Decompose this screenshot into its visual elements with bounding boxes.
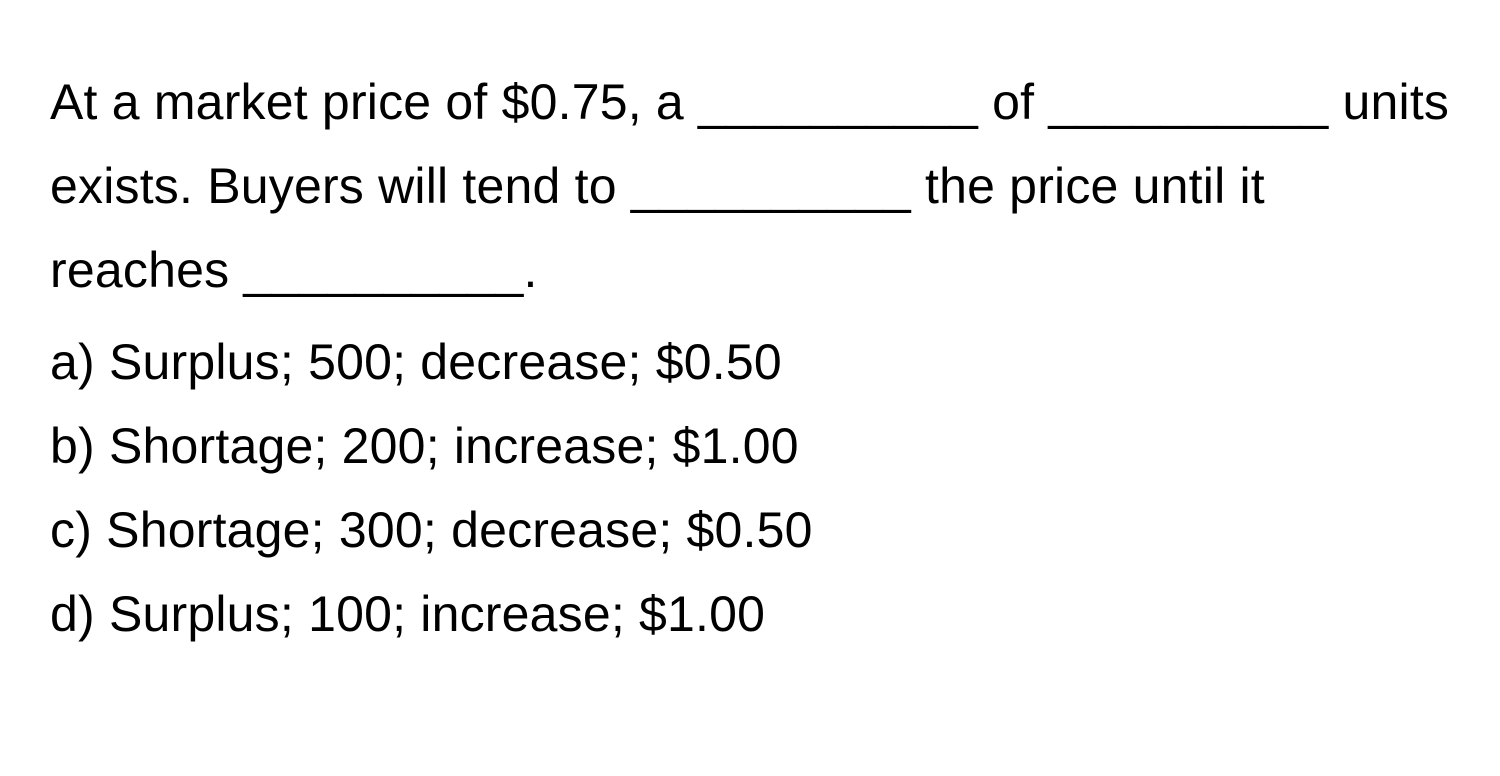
option-label-b: b) [50, 418, 95, 474]
option-label-d: d) [50, 586, 95, 642]
option-label-a: a) [50, 334, 95, 390]
answer-option-b: b) Shortage; 200; increase; $1.00 [50, 404, 1450, 488]
answer-option-a: a) Surplus; 500; decrease; $0.50 [50, 320, 1450, 404]
answer-option-c: c) Shortage; 300; decrease; $0.50 [50, 488, 1450, 572]
option-text-c: Shortage; 300; decrease; $0.50 [106, 502, 813, 558]
question-container: At a market price of $0.75, a __________… [50, 60, 1450, 656]
option-text-b: Shortage; 200; increase; $1.00 [109, 418, 799, 474]
answer-option-d: d) Surplus; 100; increase; $1.00 [50, 572, 1450, 656]
option-label-c: c) [50, 502, 92, 558]
option-text-a: Surplus; 500; decrease; $0.50 [109, 334, 782, 390]
question-stem: At a market price of $0.75, a __________… [50, 60, 1450, 312]
option-text-d: Surplus; 100; increase; $1.00 [109, 586, 765, 642]
